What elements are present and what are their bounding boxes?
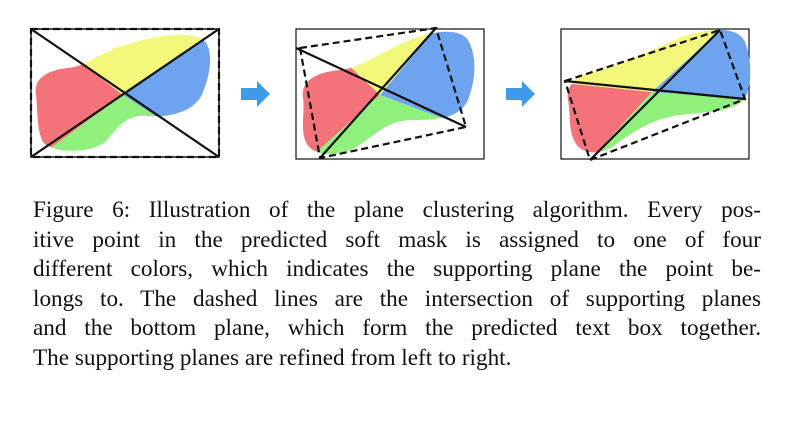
predicted-box-dashed	[298, 26, 468, 160]
blue-region	[652, 29, 751, 153]
plane-clustering-illustration	[29, 26, 751, 162]
caption-line: Figure 6: Illustration of the plane clus…	[33, 197, 761, 223]
plane-boundary-line	[589, 29, 721, 161]
yellow-region	[35, 34, 211, 95]
caption-line: different colors, which indicates the su…	[33, 256, 761, 282]
predicted-box-dashed	[563, 28, 747, 162]
red-region	[35, 34, 123, 151]
caption-line: itive point in the predicted soft mask i…	[33, 226, 761, 253]
panel-initial	[29, 27, 221, 159]
plane-boundary-line	[564, 79, 746, 101]
right-arrow-icon	[241, 81, 270, 107]
right-arrow-icon	[506, 81, 535, 107]
blue-region	[123, 34, 211, 151]
figure-caption: Figure 6: Illustration of the plane clus…	[33, 196, 761, 373]
caption-line: The supporting planes are refined from l…	[33, 344, 512, 371]
predicted-box-dashed	[29, 27, 221, 159]
caption-line: and the bottom plane, which form the pre…	[33, 315, 761, 341]
plane-boundary-line	[319, 27, 437, 159]
plane-boundary-line	[295, 47, 467, 128]
diagonal-line	[30, 28, 220, 158]
caption-line: longs to. The dashed lines are the inter…	[33, 285, 761, 312]
panel-refined	[560, 28, 751, 162]
panel-refining	[295, 26, 485, 160]
blue-region	[380, 31, 475, 155]
